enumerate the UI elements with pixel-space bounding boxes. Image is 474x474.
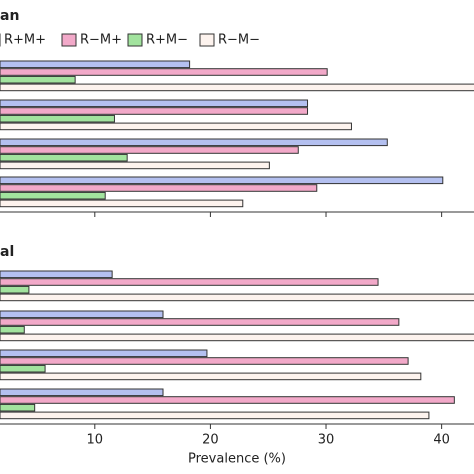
bar — [0, 99, 309, 108]
bar — [0, 403, 36, 412]
legend-label: R−M− — [218, 33, 260, 48]
bar — [0, 83, 474, 92]
bar — [0, 122, 352, 131]
bar — [0, 153, 128, 162]
panel-title: al — [0, 244, 14, 260]
bar — [0, 75, 76, 84]
bar — [0, 68, 328, 76]
bar — [0, 60, 191, 69]
legend-swatch — [199, 33, 215, 47]
plot-area: an R+M+ R−M+ R+M− R−M− al 10 20 30 40 Prevalence (… — [0, 8, 474, 467]
legend-swatch — [127, 33, 143, 47]
x-tick-label: 10 — [87, 433, 104, 448]
bar — [0, 161, 270, 170]
bar — [0, 270, 113, 279]
bar — [0, 364, 46, 373]
legend-swatch — [61, 33, 77, 47]
bar — [0, 388, 164, 397]
bar — [0, 176, 444, 185]
bar — [0, 285, 30, 294]
panel-title: an — [0, 8, 19, 24]
bar — [0, 333, 474, 342]
x-tick-label: 40 — [433, 433, 450, 448]
bar — [0, 349, 208, 358]
bar — [0, 396, 455, 404]
bar — [0, 114, 115, 123]
bar — [0, 357, 409, 365]
bar — [0, 411, 430, 420]
bar — [0, 138, 388, 147]
bar — [0, 318, 400, 326]
bar — [0, 146, 299, 154]
bar — [0, 293, 474, 302]
bar — [0, 278, 379, 286]
bar — [0, 372, 422, 381]
legend-label: R−M+ — [80, 33, 122, 48]
bar — [0, 191, 106, 200]
x-axis-label: Prevalence (%) — [188, 452, 286, 467]
bar — [0, 107, 309, 115]
legend-label: R+M+ — [4, 33, 46, 48]
x-tick-label: 30 — [318, 433, 335, 448]
bar — [0, 310, 164, 319]
bar — [0, 184, 318, 192]
bar — [0, 199, 244, 208]
x-tick-label: 20 — [202, 433, 219, 448]
bar — [0, 325, 25, 334]
legend-label: R+M− — [146, 33, 188, 48]
